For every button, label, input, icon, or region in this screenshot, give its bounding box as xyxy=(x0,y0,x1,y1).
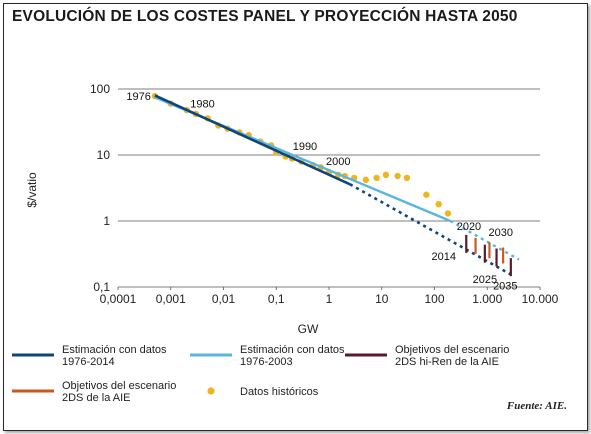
legend-label: Objetivos del escenario 2DS hi-Ren de la … xyxy=(395,344,509,368)
source-note: Fuente: AIE. xyxy=(506,400,567,412)
year-annotation: 2025 xyxy=(473,274,497,286)
x-axis-label: GW xyxy=(298,322,319,336)
x-tick-label: 0,0001 xyxy=(100,292,137,306)
year-annotation: 1990 xyxy=(293,141,317,153)
x-tick-label: 1 xyxy=(326,292,333,306)
year-annotation: 1980 xyxy=(190,98,214,110)
legend-label: Estimación con datos 1976-2014 xyxy=(62,344,167,368)
year-annotation: 2020 xyxy=(457,221,481,233)
historic-data-point xyxy=(373,174,380,182)
legend-swatch xyxy=(207,387,215,395)
series-line-1976-2014 xyxy=(154,94,351,186)
year-annotation: 2035 xyxy=(493,281,517,293)
year-annotation: 1976 xyxy=(126,91,150,103)
legend-label: Objetivos del escenario 2DS de la AIE xyxy=(62,380,176,404)
legend-label: Datos históricos xyxy=(240,386,319,398)
historic-data-point xyxy=(435,200,442,208)
year-annotation: 2000 xyxy=(326,156,350,168)
x-tick-label: 10 xyxy=(375,292,389,306)
x-tick-label: 100 xyxy=(424,292,444,306)
y-tick-label: 100 xyxy=(90,82,110,96)
x-tick-label: 1.000 xyxy=(472,292,502,306)
historic-data-point xyxy=(403,174,411,182)
historic-data-point xyxy=(394,172,401,180)
series-extension-1976-2003 xyxy=(449,219,520,261)
historic-data-point xyxy=(362,176,370,184)
y-tick-label: 10 xyxy=(97,148,111,162)
y-tick-label: 0,1 xyxy=(93,280,110,294)
x-tick-label: 10.000 xyxy=(522,292,559,306)
legend-label: Estimación con datos 1976-2003 xyxy=(240,344,345,368)
historic-data-point xyxy=(423,191,430,198)
y-tick-label: 1 xyxy=(103,214,110,228)
y-axis-label: $/vatio xyxy=(25,172,39,208)
x-tick-label: 0,01 xyxy=(212,292,236,306)
year-annotation: 2030 xyxy=(488,227,512,239)
historic-data-point xyxy=(444,210,452,217)
x-tick-label: 0,001 xyxy=(156,292,186,306)
year-annotation: 2014 xyxy=(432,251,456,263)
historic-data-point xyxy=(382,171,390,179)
chart-title: EVOLUCIÓN DE LOS COSTES PANEL Y PROYECCI… xyxy=(12,8,518,25)
chart-frame xyxy=(3,3,588,431)
x-tick-label: 0,1 xyxy=(268,292,285,306)
